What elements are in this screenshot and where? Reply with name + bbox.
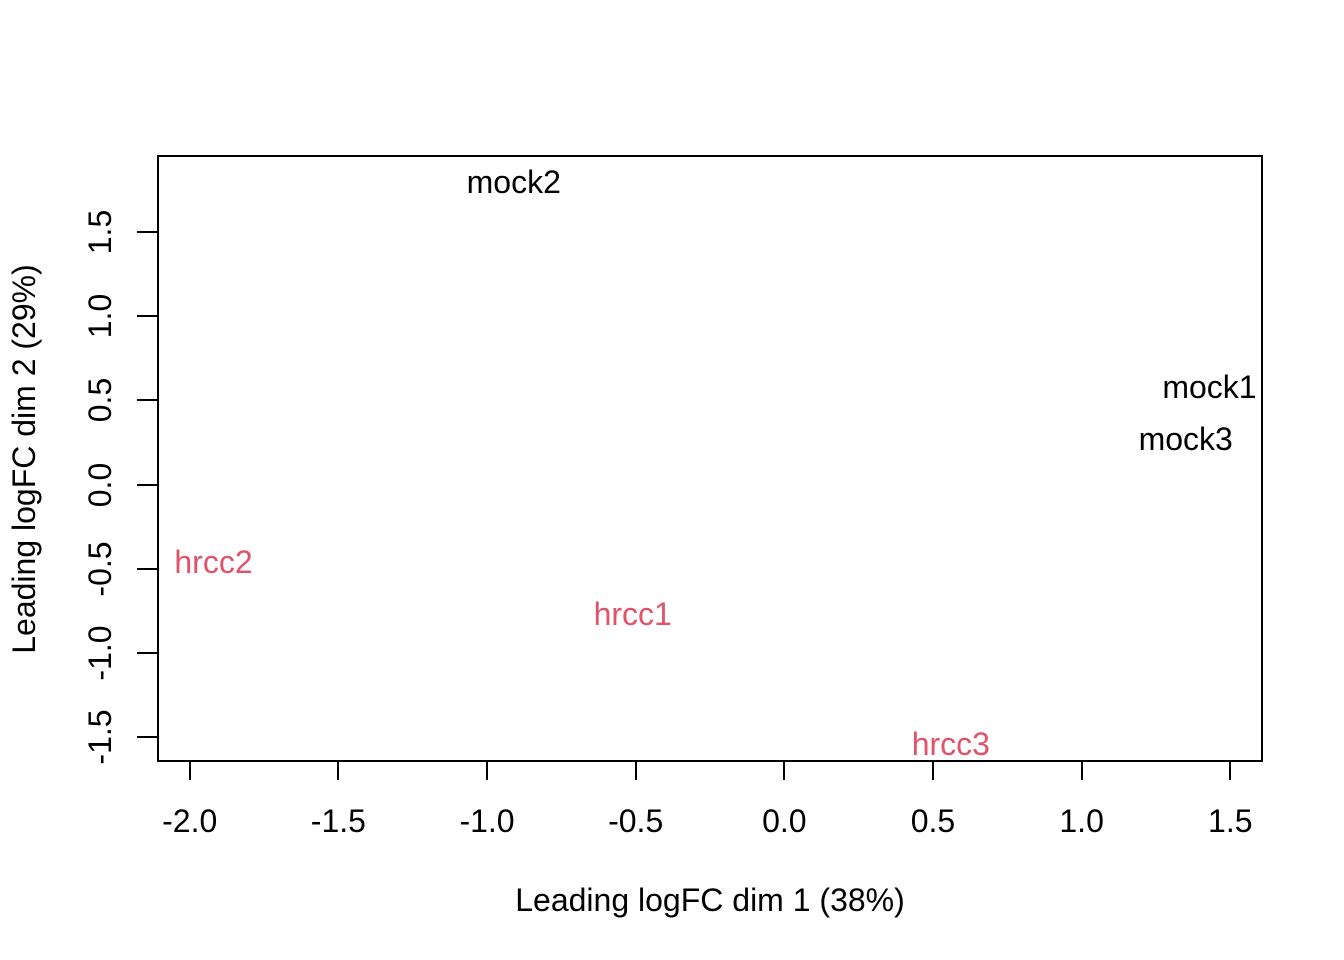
y-axis-tick (137, 735, 157, 738)
sample-label-hrcc3: hrcc3 (911, 725, 990, 762)
x-axis-tick-label: -1.0 (459, 803, 515, 839)
x-axis-tick (783, 762, 786, 780)
x-axis-tick-label: 0.0 (762, 803, 807, 839)
y-axis-tick (137, 399, 157, 402)
sample-label-mock2: mock2 (466, 163, 561, 200)
y-axis-tick (137, 231, 157, 234)
x-axis-tick-label: -2.0 (162, 803, 218, 839)
sample-label-hrcc1: hrcc1 (593, 596, 672, 633)
y-axis-tick-label: -1.5 (82, 709, 118, 765)
x-axis-tick-label: 1.0 (1059, 803, 1104, 839)
x-axis-tick-label: 0.5 (910, 803, 956, 839)
x-axis-tick-label: -0.5 (608, 803, 664, 839)
y-axis-tick (137, 567, 157, 570)
x-axis-title: Leading logFC dim 1 (38%) (515, 882, 905, 918)
x-axis-tick (1229, 762, 1232, 780)
y-axis-tick (137, 483, 157, 486)
x-axis-tick (486, 762, 489, 780)
x-axis-tick-label: 1.5 (1208, 803, 1253, 839)
y-axis-tick-label: 0.5 (82, 378, 118, 423)
sample-label-mock1: mock1 (1162, 369, 1257, 406)
y-axis-tick-label: 0.0 (82, 462, 118, 507)
y-axis-tick-label: 1.5 (82, 210, 118, 255)
x-axis-tick (188, 762, 191, 780)
y-axis-title: Leading logFC dim 2 (29%) (6, 264, 42, 654)
sample-label-mock3: mock3 (1138, 421, 1233, 458)
y-axis-tick-label: 1.0 (82, 294, 118, 339)
x-axis-tick (1080, 762, 1083, 780)
y-axis-tick-label: -0.5 (82, 541, 118, 597)
y-axis-tick-label: -1.0 (82, 625, 118, 681)
y-axis-tick (137, 315, 157, 318)
y-axis-tick (137, 651, 157, 654)
x-axis-tick (931, 762, 934, 780)
x-axis-tick (337, 762, 340, 780)
x-axis-tick-label: -1.5 (310, 803, 366, 839)
sample-label-hrcc2: hrcc2 (174, 543, 253, 580)
plot-area (157, 155, 1263, 762)
x-axis-tick (634, 762, 637, 780)
